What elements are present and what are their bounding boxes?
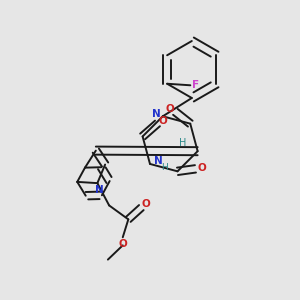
Text: N: N xyxy=(154,157,163,166)
Text: O: O xyxy=(159,116,167,126)
Text: O: O xyxy=(118,239,127,249)
Text: O: O xyxy=(197,163,206,173)
Text: N: N xyxy=(95,185,103,195)
Text: O: O xyxy=(166,104,174,114)
Text: N: N xyxy=(152,110,160,119)
Text: H: H xyxy=(179,137,187,148)
Text: H: H xyxy=(161,163,168,172)
Text: O: O xyxy=(142,200,151,209)
Text: F: F xyxy=(192,80,199,90)
